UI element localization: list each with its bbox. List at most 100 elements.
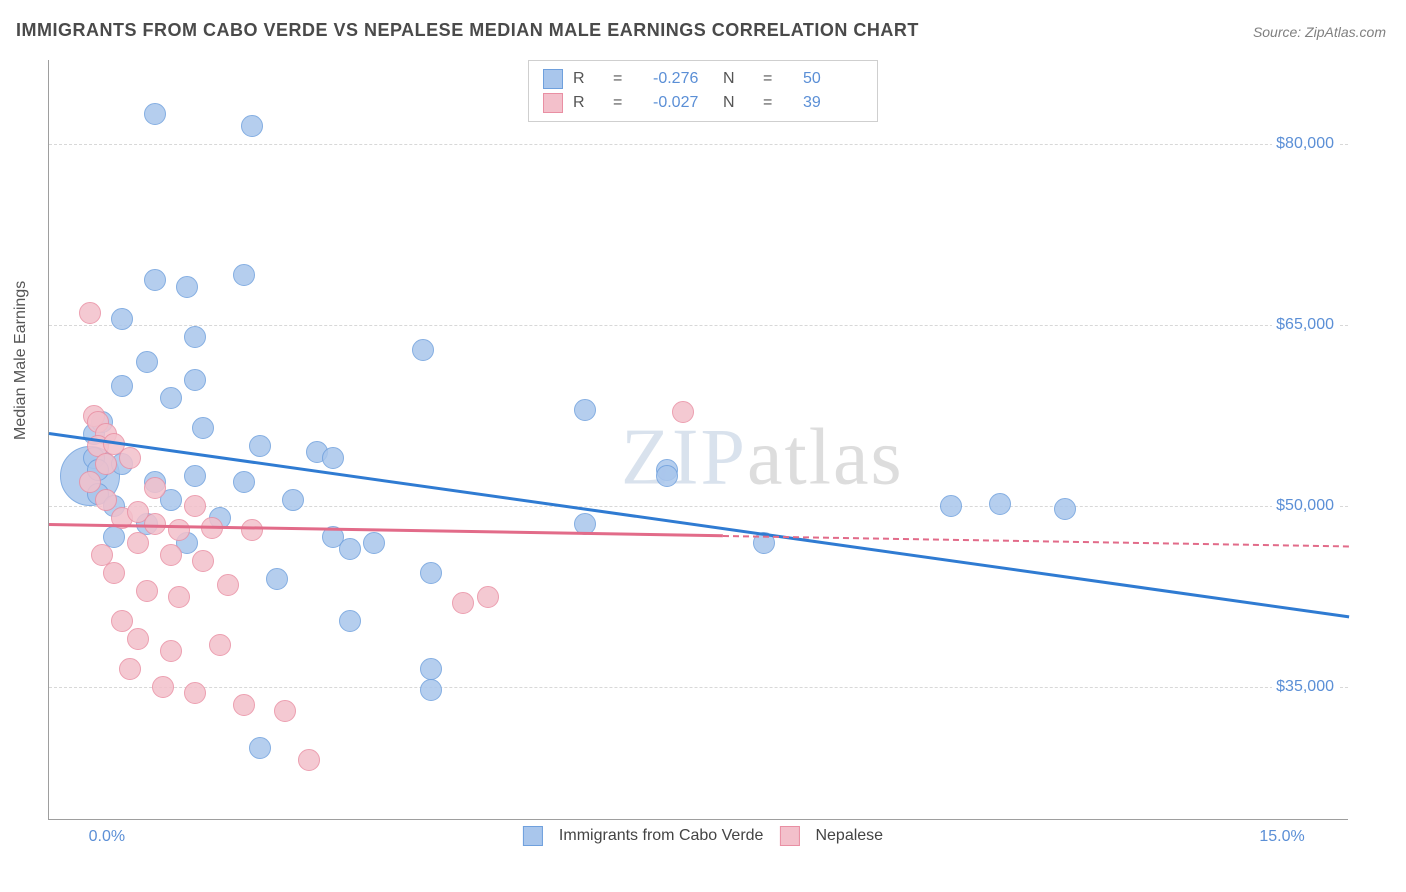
data-point: [233, 264, 255, 286]
data-point: [217, 574, 239, 596]
data-point: [184, 495, 206, 517]
data-point: [127, 532, 149, 554]
data-point: [127, 628, 149, 650]
data-point: [103, 562, 125, 584]
watermark: ZIPatlas: [621, 413, 904, 504]
data-point: [322, 447, 344, 469]
data-point: [111, 610, 133, 632]
legend-n-label: N: [723, 94, 753, 112]
data-point: [184, 465, 206, 487]
plot-area: ZIPatlas $35,000 $50,000 $65,000 $80,000: [48, 60, 1348, 820]
data-point: [241, 519, 263, 541]
legend-r-value: -0.276: [653, 70, 713, 88]
data-point: [111, 308, 133, 330]
legend-series-label: Immigrants from Cabo Verde: [559, 827, 764, 845]
data-point: [233, 694, 255, 716]
gridline: [49, 506, 1348, 507]
legend-r-label: R: [573, 94, 603, 112]
watermark-zip: ZIP: [621, 414, 747, 502]
data-point: [144, 477, 166, 499]
data-point: [144, 269, 166, 291]
data-point: [420, 679, 442, 701]
data-point: [160, 544, 182, 566]
data-point: [298, 749, 320, 771]
source-attribution: Source: ZipAtlas.com: [1253, 24, 1386, 40]
data-point: [1054, 498, 1076, 520]
data-point: [136, 580, 158, 602]
source-value: ZipAtlas.com: [1305, 24, 1386, 40]
data-point: [152, 676, 174, 698]
data-point: [274, 700, 296, 722]
data-point: [79, 471, 101, 493]
legend-r-value: -0.027: [653, 94, 713, 112]
data-point: [412, 339, 434, 361]
data-point: [363, 532, 385, 554]
legend-n-label: N: [723, 70, 753, 88]
y-tick-label: $35,000: [1272, 678, 1338, 696]
data-point: [111, 375, 133, 397]
data-point: [91, 544, 113, 566]
equals: =: [613, 94, 643, 112]
gridline: [49, 687, 1348, 688]
x-tick-label: 0.0%: [89, 828, 125, 846]
data-point: [144, 103, 166, 125]
legend-swatch: [543, 93, 563, 113]
data-point: [574, 399, 596, 421]
gridline: [49, 144, 1348, 145]
data-point: [420, 562, 442, 584]
data-point: [160, 640, 182, 662]
legend-swatch: [543, 69, 563, 89]
data-point: [209, 634, 231, 656]
legend-correlation-box: R = -0.276 N = 50 R = -0.027 N = 39: [528, 60, 878, 122]
data-point: [79, 302, 101, 324]
legend-correlation-row: R=-0.276N=50: [543, 67, 863, 91]
legend-swatch: [779, 826, 799, 846]
data-point: [282, 489, 304, 511]
legend-n-value: 50: [803, 70, 863, 88]
data-point: [339, 538, 361, 560]
legend-correlation-row: R = -0.027 N = 39: [543, 91, 863, 115]
gridline: [49, 325, 1348, 326]
data-point: [136, 351, 158, 373]
data-point: [160, 387, 182, 409]
legend-r-label: R: [573, 70, 603, 88]
data-point: [452, 592, 474, 614]
watermark-atlas: atlas: [747, 414, 904, 502]
data-point: [168, 519, 190, 541]
data-point: [192, 550, 214, 572]
data-point: [168, 586, 190, 608]
y-tick-label: $50,000: [1272, 497, 1338, 515]
data-point: [184, 369, 206, 391]
data-point: [176, 276, 198, 298]
data-point: [241, 115, 263, 137]
legend-series-label: Nepalese: [815, 827, 883, 845]
chart-container: IMMIGRANTS FROM CABO VERDE VS NEPALESE M…: [0, 0, 1406, 892]
legend-series: Immigrants from Cabo Verde Nepalese: [523, 826, 883, 846]
data-point: [184, 326, 206, 348]
data-point: [184, 682, 206, 704]
data-point: [249, 737, 271, 759]
chart-title: IMMIGRANTS FROM CABO VERDE VS NEPALESE M…: [16, 20, 919, 41]
data-point: [95, 453, 117, 475]
data-point: [656, 465, 678, 487]
y-tick-label: $80,000: [1272, 135, 1338, 153]
data-point: [249, 435, 271, 457]
source-label: Source:: [1253, 24, 1301, 40]
y-axis-label: Median Male Earnings: [12, 281, 30, 440]
legend-n-value: 39: [803, 94, 863, 112]
data-point: [192, 417, 214, 439]
data-point: [477, 586, 499, 608]
data-point: [339, 610, 361, 632]
equals: =: [763, 70, 793, 88]
legend-swatch: [523, 826, 543, 846]
x-tick-label: 15.0%: [1259, 828, 1304, 846]
data-point: [233, 471, 255, 493]
data-point: [420, 658, 442, 680]
data-point: [119, 658, 141, 680]
data-point: [95, 489, 117, 511]
data-point: [119, 447, 141, 469]
equals: =: [763, 94, 793, 112]
data-point: [672, 401, 694, 423]
data-point: [940, 495, 962, 517]
y-tick-label: $65,000: [1272, 316, 1338, 334]
